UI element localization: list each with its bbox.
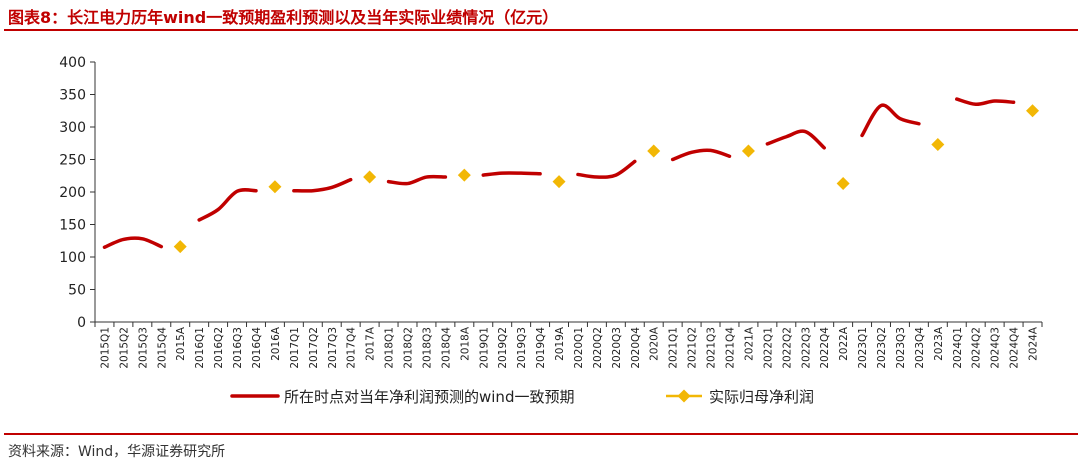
x-tick-label: 2015Q2 bbox=[118, 327, 130, 369]
x-tick-label: 2019Q3 bbox=[516, 327, 528, 369]
actual-profit-point bbox=[647, 144, 661, 158]
y-tick-label: 100 bbox=[59, 250, 86, 266]
y-tick-label: 300 bbox=[59, 120, 86, 136]
forecast-line-segment bbox=[860, 103, 921, 138]
x-tick-label: 2019Q2 bbox=[497, 327, 509, 369]
x-tick-label: 2023A bbox=[933, 326, 945, 361]
x-axis: 2015Q1 2015Q2 2015Q3 2015Q4 2015A 2016Q1 2016Q… bbox=[94, 321, 1043, 369]
x-tick-label: 2016Q2 bbox=[213, 327, 225, 369]
forecast-line-segment bbox=[670, 148, 732, 162]
y-tick-label: 400 bbox=[59, 55, 86, 71]
x-tick-label: 2024Q3 bbox=[990, 327, 1002, 369]
x-tick-label: 2017Q3 bbox=[327, 327, 339, 369]
y-tick-label: 250 bbox=[59, 153, 86, 169]
x-tick-label: 2020Q2 bbox=[592, 327, 604, 369]
x-tick-label: 2021Q4 bbox=[724, 327, 736, 369]
x-tick-label: 2020Q4 bbox=[630, 327, 642, 369]
x-tick-label: 2019Q4 bbox=[535, 327, 547, 369]
x-tick-label: 2023Q3 bbox=[895, 327, 907, 369]
x-tick-label: 2022Q4 bbox=[819, 327, 831, 369]
legend-label-actual: 实际归母净利润 bbox=[709, 388, 814, 406]
x-tick-label: 2018Q3 bbox=[421, 327, 433, 369]
actual-profit-point bbox=[173, 240, 187, 254]
x-tick-label: 2022Q3 bbox=[800, 327, 812, 369]
x-tick-label: 2024Q1 bbox=[952, 327, 964, 369]
y-tick-label: 50 bbox=[68, 283, 86, 299]
forecast-line-segment bbox=[481, 171, 542, 177]
x-tick-label: 2024Q2 bbox=[971, 327, 983, 369]
x-tick-label: 2023Q1 bbox=[857, 327, 869, 369]
forecast-line-segment bbox=[386, 174, 448, 186]
x-tick-label: 2024A bbox=[1028, 326, 1040, 361]
legend-label-forecast: 所在时点对当年净利润预测的wind一致预期 bbox=[284, 388, 574, 406]
x-tick-label: 2022Q2 bbox=[781, 327, 793, 369]
actual-profit-point bbox=[552, 175, 566, 189]
x-tick-label: 2021Q3 bbox=[706, 327, 718, 369]
x-tick-label: 2016A bbox=[270, 326, 282, 361]
source-note: 资料来源：Wind，华源证券研究所 bbox=[8, 444, 226, 460]
x-tick-label: 2021Q1 bbox=[668, 327, 680, 369]
x-tick-label: 2020Q1 bbox=[573, 327, 585, 369]
x-tick-label: 2018Q4 bbox=[440, 327, 452, 369]
actual-profit-point bbox=[363, 170, 377, 184]
y-tick-label: 350 bbox=[59, 88, 86, 104]
x-tick-label: 2016Q1 bbox=[194, 327, 206, 369]
x-tick-label: 2023Q4 bbox=[914, 327, 926, 369]
x-tick-label: 2024Q4 bbox=[1009, 327, 1021, 369]
x-tick-label: 2021A bbox=[743, 326, 755, 361]
x-tick-label: 2020A bbox=[649, 326, 661, 361]
x-tick-label: 2015Q4 bbox=[156, 327, 168, 369]
y-axis: 0 50 100 150 200 250 300 350 400 bbox=[59, 55, 96, 331]
title-divider bbox=[4, 29, 1078, 31]
actual-profit-point bbox=[1026, 104, 1040, 118]
y-tick-label: 200 bbox=[59, 185, 86, 201]
legend-marker-swatch bbox=[677, 389, 691, 403]
x-tick-label: 2018Q1 bbox=[384, 327, 396, 369]
forecast-line-segment bbox=[955, 97, 1016, 107]
x-tick-label: 2023Q2 bbox=[876, 327, 888, 369]
x-tick-label: 2021Q2 bbox=[687, 327, 699, 369]
chart-title: 图表8：长江电力历年wind一致预期盈利预测以及当年实际业绩情况（亿元） bbox=[8, 8, 559, 27]
actual-profit-point bbox=[836, 177, 850, 191]
actual-profit-point bbox=[457, 168, 471, 182]
x-tick-label: 2017Q4 bbox=[346, 327, 358, 369]
x-tick-label: 2017Q2 bbox=[308, 327, 320, 369]
forecast-line-segment bbox=[197, 188, 258, 222]
footer-divider bbox=[4, 433, 1078, 435]
y-tick-label: 0 bbox=[77, 315, 86, 331]
actual-profit-point bbox=[268, 180, 282, 194]
x-tick-label: 2015A bbox=[175, 326, 187, 361]
x-tick-label: 2018Q2 bbox=[403, 327, 415, 369]
forecast-line-segment bbox=[292, 177, 353, 193]
forecast-line-segment bbox=[576, 159, 637, 179]
legend: 所在时点对当年净利润预测的wind一致预期 实际归母净利润 bbox=[230, 388, 814, 406]
x-tick-label: 2019Q1 bbox=[478, 327, 490, 369]
x-tick-label: 2022Q1 bbox=[762, 327, 774, 369]
x-tick-label: 2020Q3 bbox=[611, 327, 623, 369]
x-tick-label: 2017A bbox=[365, 326, 377, 361]
x-tick-label: 2016Q3 bbox=[232, 327, 244, 369]
forecast-line-segment bbox=[102, 236, 164, 249]
y-tick-label: 150 bbox=[59, 218, 86, 234]
x-tick-label: 2017Q1 bbox=[289, 327, 301, 369]
x-tick-label: 2015Q1 bbox=[99, 327, 111, 369]
forecast-line-segment bbox=[765, 129, 826, 150]
x-tick-label: 2018A bbox=[459, 326, 471, 361]
x-tick-label: 2016Q4 bbox=[251, 327, 263, 369]
x-tick-label: 2015Q3 bbox=[137, 327, 149, 369]
x-tick-label: 2022A bbox=[838, 326, 850, 361]
actual-profit-point bbox=[741, 144, 755, 158]
series-layer bbox=[102, 97, 1040, 254]
x-tick-label: 2019A bbox=[554, 326, 566, 361]
actual-profit-point bbox=[931, 138, 945, 152]
